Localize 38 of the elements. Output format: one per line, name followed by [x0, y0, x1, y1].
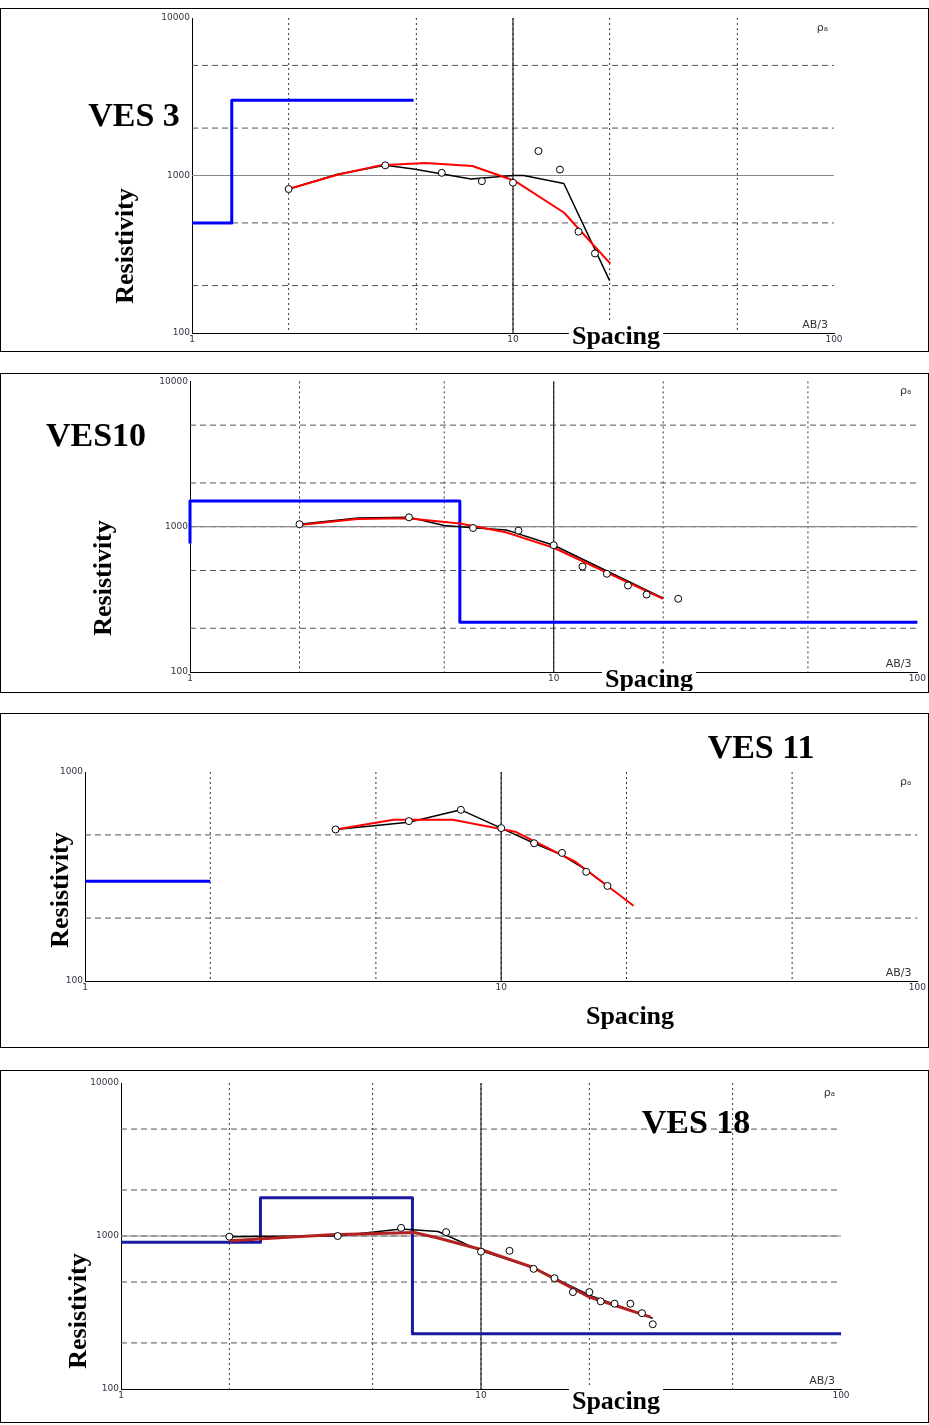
x-tick-label: 10 — [547, 672, 560, 683]
x-tick-label: 1 — [82, 981, 88, 992]
y-axis-title: Resistivity — [109, 188, 139, 304]
y-tick-label: 1000 — [165, 521, 189, 532]
annotation: ρₐ — [900, 384, 912, 398]
text: VES 3 — [88, 95, 180, 133]
chart-title: VES 11 — [707, 727, 815, 765]
y-axis-title: Resistivity — [44, 832, 74, 948]
text: VES10 — [45, 415, 147, 453]
x-axis-title: Spacing — [571, 1385, 661, 1415]
x-tick-label: 100 — [825, 333, 843, 344]
annotation: AB/3 — [809, 1373, 835, 1387]
y-tick-label: 1000 — [60, 766, 84, 777]
x-tick-label: 100 — [908, 981, 927, 992]
text: VES 18 — [641, 1102, 751, 1140]
annotation: AB/3 — [802, 317, 828, 331]
annotation: ρₐ — [900, 774, 912, 788]
annotation: AB/3 — [885, 656, 912, 670]
x-tick-label: 1 — [189, 333, 195, 344]
y-axis-title: Resistivity — [87, 520, 117, 636]
y-tick-label: 10000 — [159, 375, 189, 386]
x-axis-title: Spacing — [571, 320, 661, 350]
annotation: ρₐ — [823, 1085, 835, 1099]
x-tick-label: 10 — [495, 981, 508, 992]
y-tick-label: 1000 — [96, 1230, 120, 1241]
x-tick-label: 10 — [475, 1389, 487, 1400]
y-tick-label: 1000 — [167, 169, 191, 180]
y-axis-title: Resistivity — [62, 1253, 92, 1369]
y-tick-label: 10000 — [161, 12, 191, 23]
x-tick-label: 100 — [908, 672, 927, 683]
x-axis-title: Spacing — [585, 1000, 675, 1030]
y-tick-label: 10000 — [90, 1077, 120, 1088]
annotation: AB/3 — [885, 965, 912, 979]
x-tick-label: 1 — [118, 1389, 124, 1400]
x-tick-label: 100 — [832, 1389, 850, 1400]
x-tick-label: 10 — [507, 333, 519, 344]
annotation: ρₐ — [816, 20, 828, 34]
x-tick-label: 1 — [187, 672, 193, 683]
